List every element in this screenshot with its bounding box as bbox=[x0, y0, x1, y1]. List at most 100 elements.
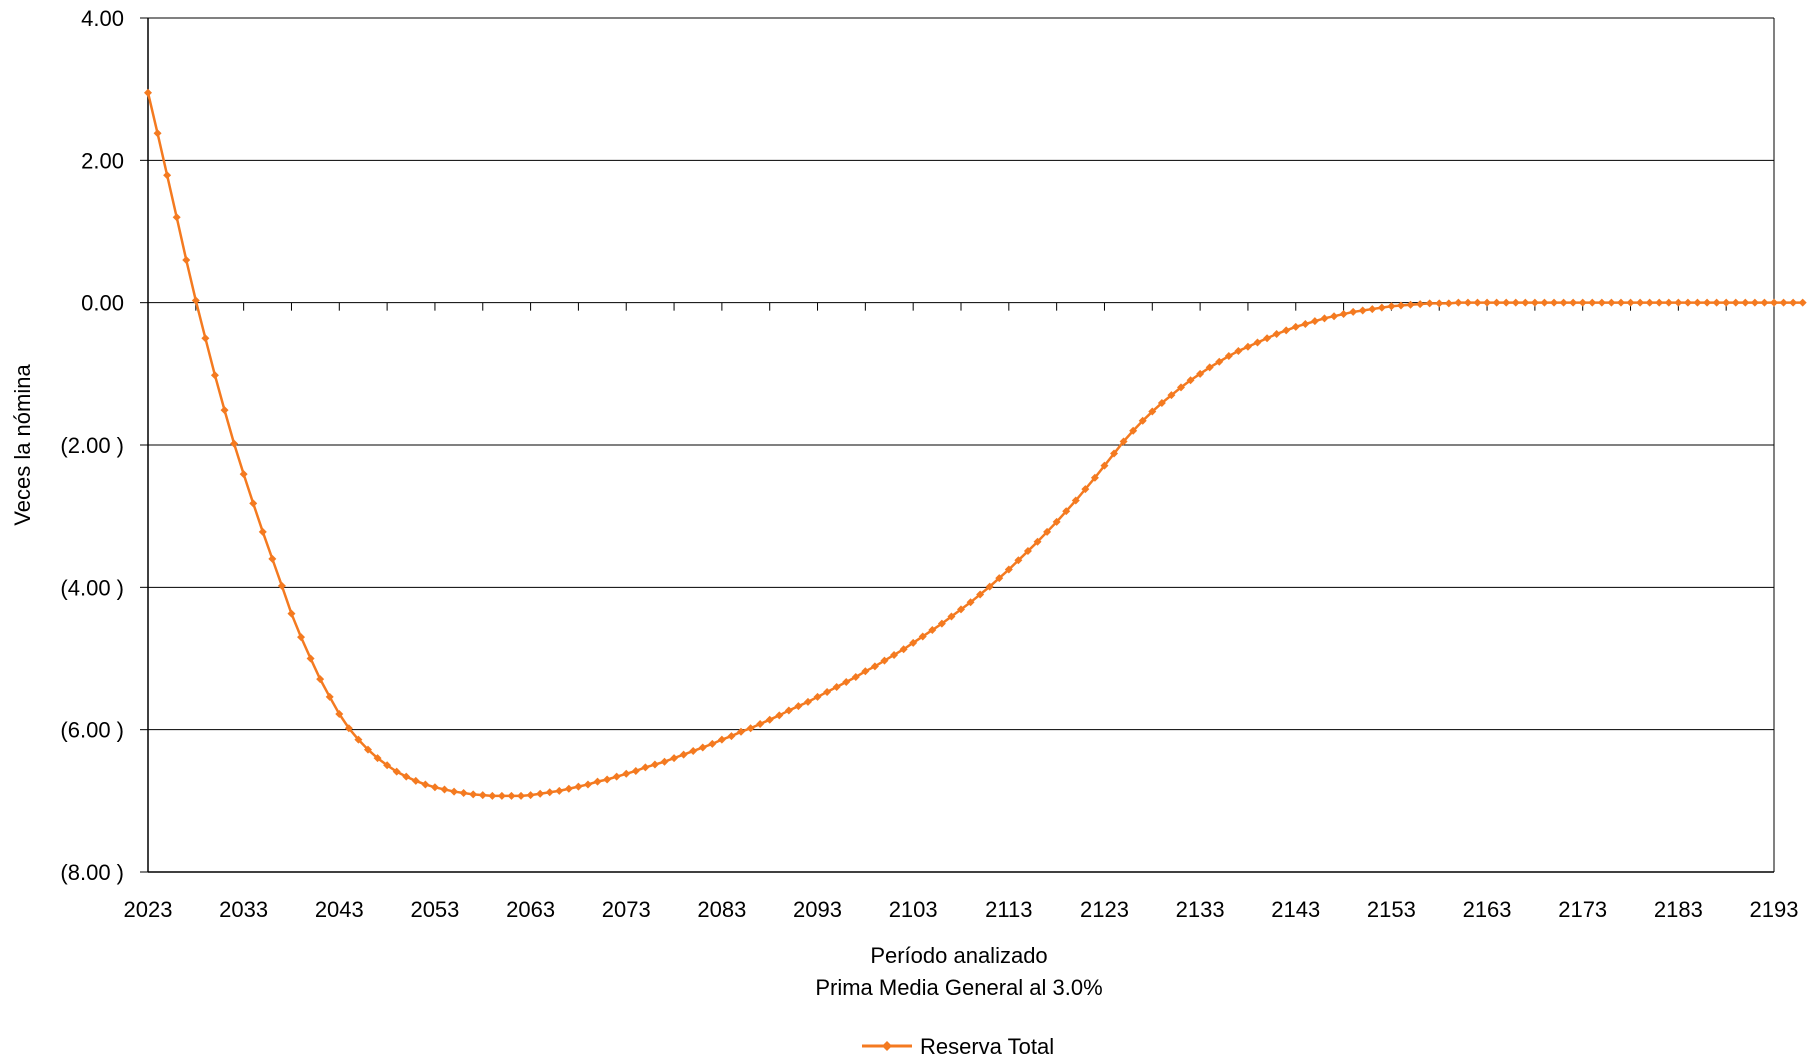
data-point bbox=[909, 638, 918, 647]
data-point bbox=[1110, 449, 1119, 458]
data-point bbox=[966, 598, 975, 607]
data-point bbox=[583, 780, 592, 789]
data-point bbox=[803, 697, 812, 706]
data-point bbox=[1655, 298, 1664, 307]
data-point bbox=[1473, 298, 1482, 307]
data-point bbox=[1798, 298, 1807, 307]
data-point bbox=[469, 790, 478, 799]
data-point bbox=[153, 129, 162, 138]
data-point bbox=[497, 791, 506, 800]
data-point bbox=[239, 470, 248, 479]
data-point bbox=[306, 654, 315, 663]
series-line bbox=[146, 92, 1803, 798]
legend-label: Reserva Total bbox=[920, 1034, 1054, 1056]
data-point bbox=[612, 772, 621, 781]
data-point bbox=[1683, 298, 1692, 307]
data-point bbox=[383, 761, 392, 770]
data-point bbox=[545, 788, 554, 797]
data-point bbox=[899, 645, 908, 654]
data-point bbox=[1770, 298, 1778, 307]
y-axis-ticks: 4.00 2.00 0.00 (2.00 ) (4.00 ) (6.00 ) (8.00 ) bbox=[60, 6, 148, 885]
data-point bbox=[1014, 556, 1023, 565]
data-point bbox=[210, 371, 219, 380]
y-tick-label: (4.00 ) bbox=[60, 575, 124, 600]
data-point bbox=[1215, 357, 1224, 366]
data-point bbox=[1741, 298, 1750, 307]
data-point bbox=[698, 743, 707, 752]
data-point bbox=[277, 581, 286, 590]
data-point bbox=[1626, 298, 1635, 307]
data-point bbox=[689, 747, 698, 756]
data-point bbox=[918, 632, 927, 641]
data-point bbox=[182, 255, 191, 264]
data-point bbox=[1090, 473, 1099, 482]
data-point bbox=[1559, 298, 1568, 307]
data-point bbox=[928, 626, 937, 635]
data-point bbox=[1530, 298, 1539, 307]
data-point bbox=[1349, 307, 1358, 316]
y-tick-label: (6.00 ) bbox=[60, 718, 124, 743]
data-point bbox=[325, 692, 334, 701]
data-point bbox=[784, 706, 793, 715]
data-point bbox=[1712, 298, 1721, 307]
data-point bbox=[794, 702, 803, 711]
data-point bbox=[957, 605, 965, 614]
data-point bbox=[507, 791, 516, 800]
data-point bbox=[1731, 298, 1740, 307]
data-point bbox=[1463, 298, 1472, 307]
data-point bbox=[1502, 298, 1511, 307]
y-tick-label: 0.00 bbox=[81, 291, 124, 316]
data-point bbox=[430, 783, 439, 792]
data-point bbox=[1703, 298, 1712, 307]
data-point bbox=[727, 732, 736, 741]
data-point bbox=[1071, 496, 1080, 505]
data-point bbox=[650, 760, 659, 769]
data-point bbox=[622, 769, 631, 778]
gridlines bbox=[148, 17, 1775, 872]
x-tick-label: 2063 bbox=[506, 897, 555, 922]
data-point bbox=[890, 650, 899, 659]
data-point bbox=[1100, 461, 1109, 470]
data-point bbox=[851, 673, 860, 681]
data-point bbox=[220, 406, 229, 415]
data-point bbox=[1636, 298, 1645, 307]
data-point bbox=[1664, 298, 1673, 307]
data-point bbox=[603, 775, 612, 784]
data-point bbox=[411, 776, 420, 785]
data-point bbox=[1081, 485, 1090, 494]
data-point bbox=[363, 745, 372, 754]
y-tick-label: (8.00 ) bbox=[60, 860, 124, 885]
data-point bbox=[1616, 298, 1625, 307]
data-point bbox=[1750, 298, 1759, 307]
data-point bbox=[1483, 298, 1492, 307]
data-point bbox=[402, 772, 411, 781]
data-point bbox=[1062, 507, 1071, 516]
x-tick-label: 2073 bbox=[602, 897, 651, 922]
data-point bbox=[1444, 299, 1453, 308]
data-point bbox=[1760, 298, 1769, 307]
data-point bbox=[995, 574, 1004, 583]
data-point bbox=[1282, 326, 1291, 335]
data-point bbox=[1511, 298, 1520, 307]
data-point bbox=[344, 724, 353, 733]
data-point bbox=[976, 590, 985, 599]
data-point bbox=[1291, 322, 1300, 331]
data-point bbox=[1396, 301, 1405, 310]
data-point bbox=[880, 656, 889, 665]
data-point bbox=[1196, 369, 1205, 378]
data-point bbox=[765, 715, 774, 724]
data-point bbox=[1330, 312, 1339, 321]
data-point bbox=[813, 692, 822, 701]
data-point bbox=[191, 296, 200, 305]
data-point bbox=[1569, 298, 1578, 307]
x-tick-label: 2103 bbox=[889, 897, 938, 922]
data-point bbox=[230, 439, 239, 448]
data-point bbox=[163, 171, 172, 180]
x-tick-label: 2143 bbox=[1271, 897, 1320, 922]
data-point bbox=[593, 777, 602, 786]
data-point bbox=[1492, 298, 1501, 307]
data-point bbox=[679, 750, 688, 759]
data-point bbox=[985, 582, 994, 591]
x-tick-label: 2193 bbox=[1750, 897, 1799, 922]
data-point bbox=[1167, 391, 1176, 400]
